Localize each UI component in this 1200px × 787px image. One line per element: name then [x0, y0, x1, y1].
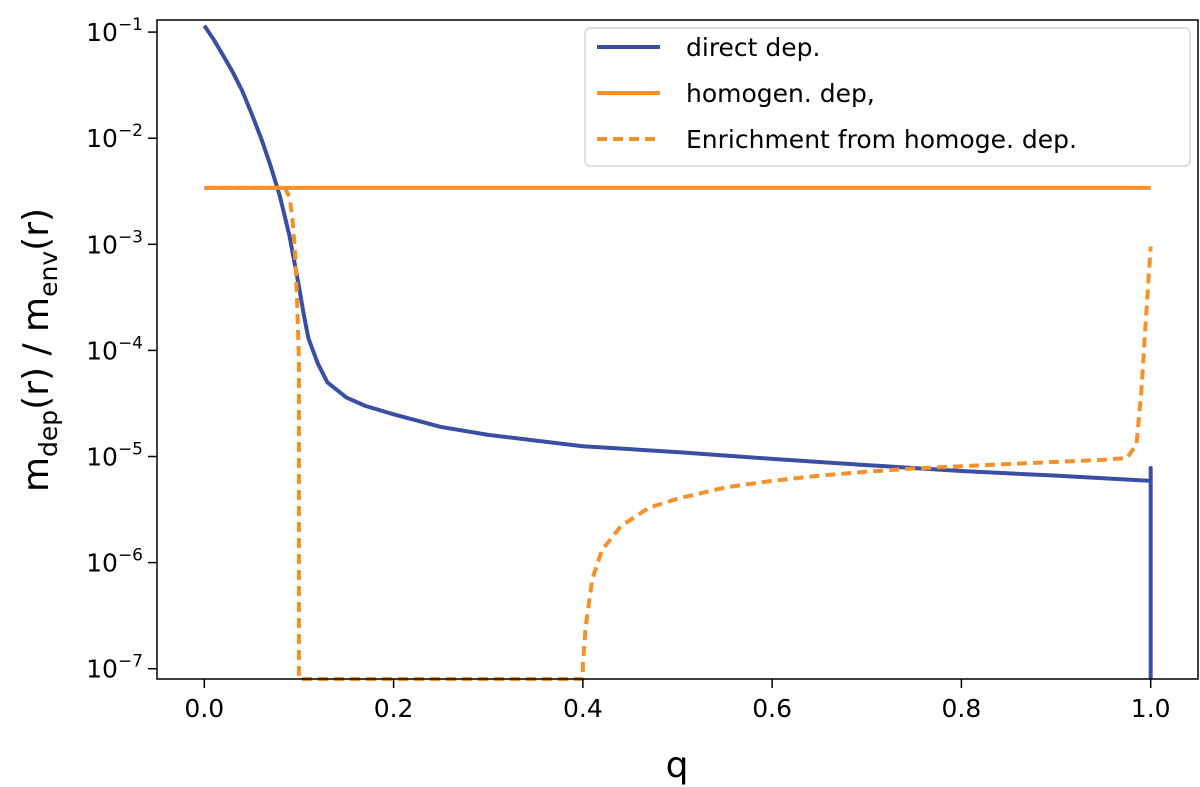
- y-tick-label-6: 10−7: [86, 652, 143, 684]
- x-tick-label-3: 0.6: [752, 694, 792, 723]
- legend-label-enrichment: Enrichment from homoge. dep.: [686, 125, 1077, 154]
- x-tick-label-0: 0.0: [184, 694, 224, 723]
- y-label-r2: (r): [16, 208, 57, 251]
- x-tick-label-4: 0.8: [942, 694, 982, 723]
- x-tick-label-1: 0.2: [374, 694, 414, 723]
- legend-label-direct: direct dep.: [686, 33, 821, 62]
- x-tick-label-5: 1.0: [1131, 694, 1171, 723]
- y-label-m2: m: [16, 297, 57, 332]
- y-ticks: 10−1 10−2 10−3 10−4 10−5 10−6 10−7: [86, 15, 157, 684]
- y-tick-label-1: 10−2: [86, 121, 143, 153]
- series-line-2: [204, 185, 1153, 681]
- series-layer: [202, 24, 1153, 681]
- legend-box: [584, 27, 1191, 167]
- x-axis-label: q: [666, 745, 689, 786]
- legend: direct dep. homogen. dep, Enrichment fro…: [584, 27, 1191, 167]
- y-tick-label-4: 10−5: [86, 440, 143, 472]
- y-label-sub2: env: [34, 251, 63, 297]
- y-tick-label-5: 10−6: [86, 546, 143, 578]
- x-ticks: 0.0 0.2 0.4 0.6 0.8 1.0: [184, 679, 1171, 723]
- y-axis-label: mdep(r) / menv(r): [16, 208, 63, 492]
- series-line-0: [202, 24, 1153, 679]
- y-label-m1: m: [16, 457, 57, 492]
- y-tick-label-3: 10−4: [86, 333, 143, 365]
- y-tick-label-0: 10−1: [86, 15, 143, 47]
- y-label-slash: /: [16, 332, 57, 367]
- y-label-r1: (r): [16, 367, 57, 410]
- plot-frame: [156, 19, 1199, 680]
- x-tick-label-2: 0.4: [563, 694, 603, 723]
- y-label-sub1: dep: [34, 410, 63, 457]
- legend-label-homogen: homogen. dep,: [686, 79, 875, 108]
- y-tick-label-2: 10−3: [86, 227, 143, 259]
